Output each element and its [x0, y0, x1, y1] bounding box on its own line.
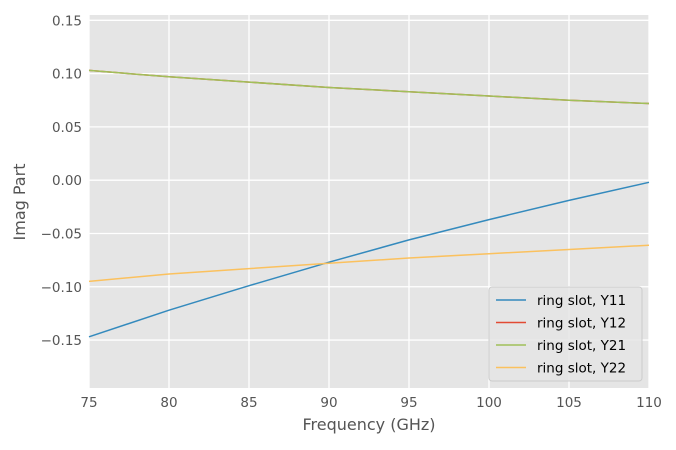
x-tick-label: 85 — [240, 395, 257, 411]
legend: ring slot, Y11 ring slot, Y12 ring slot, Y… — [488, 286, 643, 382]
x-tick-label: 75 — [80, 395, 97, 411]
legend-label: ring slot, Y12 — [537, 316, 626, 332]
x-tick-label: 110 — [636, 395, 662, 411]
y-tick-labels: −0.15 −0.10 −0.05 0.00 0.05 0.10 0.15 — [41, 13, 82, 349]
series-line-4 — [88, 244, 650, 283]
x-axis-label: Frequency (GHz) — [302, 415, 435, 434]
x-tick-label: 80 — [160, 395, 177, 411]
legend-box — [488, 286, 643, 382]
x-tick-label: 105 — [556, 395, 582, 411]
x-tick-labels: 75 80 85 90 95 100 105 110 — [80, 395, 661, 411]
legend-label: ring slot, Y11 — [537, 293, 626, 309]
y-tick-label: 0.10 — [52, 67, 82, 83]
series-line-3 — [88, 69, 650, 105]
series-lines — [88, 69, 650, 338]
y-tick-label: 0.05 — [52, 120, 82, 136]
y-tick-label: −0.05 — [41, 226, 82, 242]
x-tick-label: 95 — [400, 395, 417, 411]
y-tick-label: 0.00 — [52, 173, 82, 189]
y-tick-label: 0.15 — [52, 13, 82, 29]
x-tick-label: 90 — [320, 395, 337, 411]
legend-label: ring slot, Y21 — [537, 338, 626, 354]
y-tick-label: −0.10 — [41, 280, 82, 296]
legend-label: ring slot, Y22 — [537, 361, 626, 377]
y-axis-label: Imag Part — [10, 164, 29, 241]
x-tick-label: 100 — [476, 395, 502, 411]
y-tick-label: −0.15 — [41, 333, 82, 349]
series-line-1 — [88, 181, 650, 338]
